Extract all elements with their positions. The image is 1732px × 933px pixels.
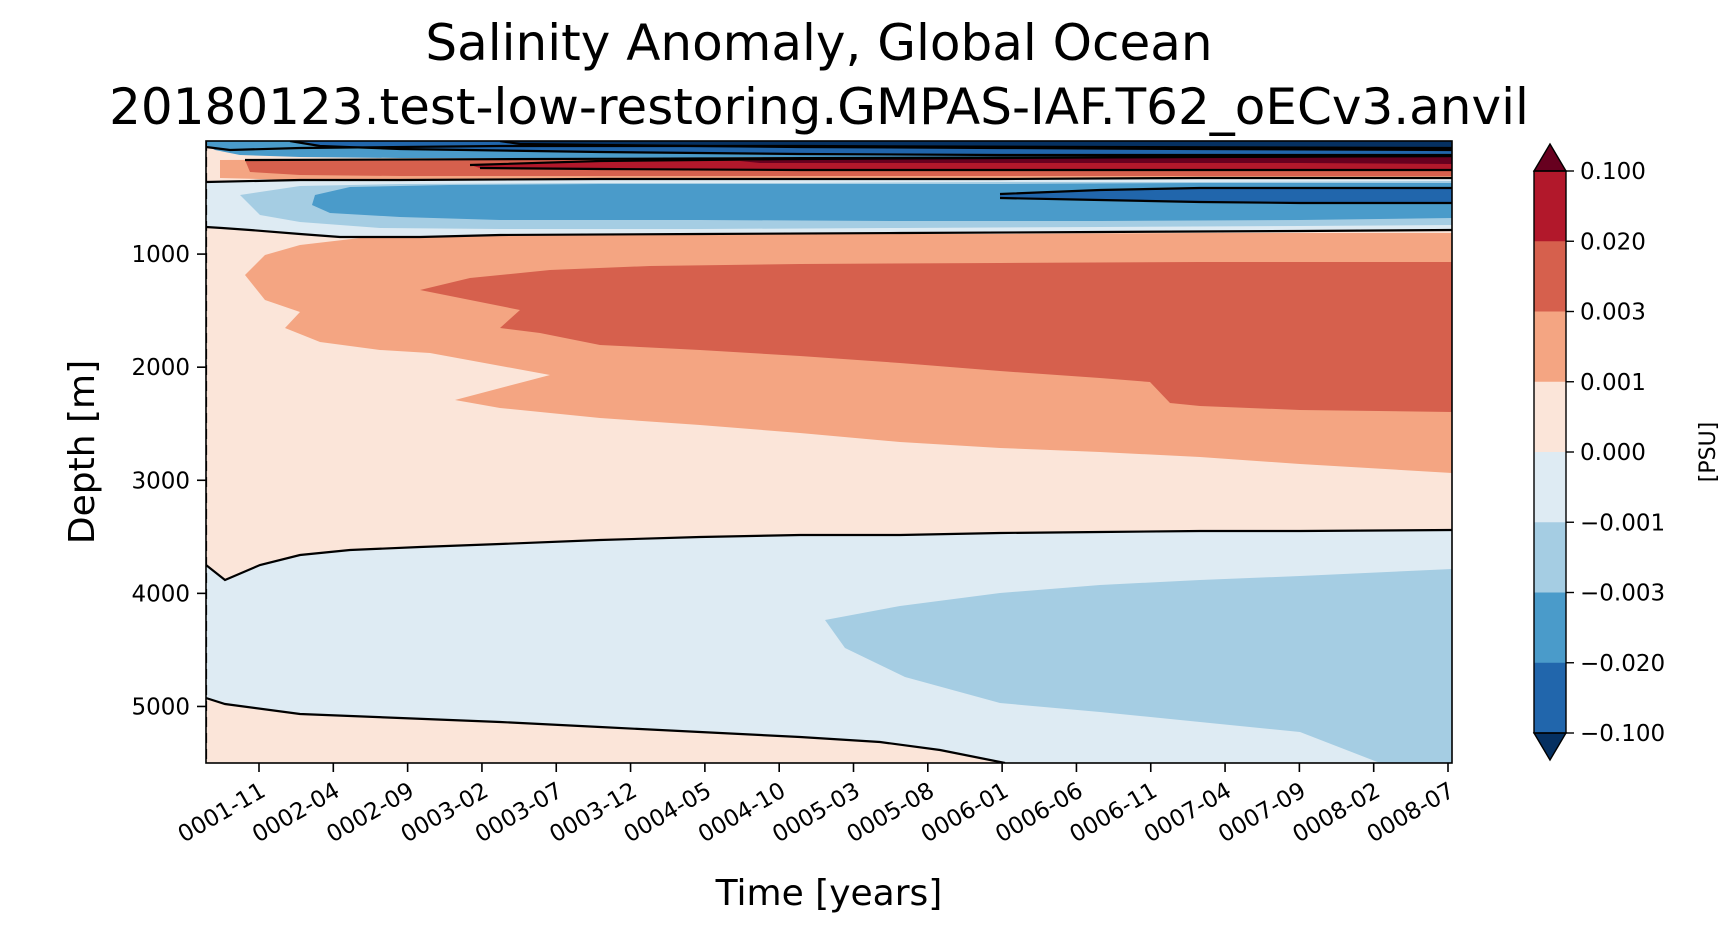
region-mid-plus-0.003 [420,262,1452,412]
colorbar-band [1534,381,1566,453]
colorbar-tick-label: 0.020 [1580,229,1646,255]
plot-frame [205,140,1453,764]
x-axis: 0001-110002-040002-090003-020003-070003-… [174,763,1459,848]
colorbar-tick-label: −0.001 [1580,510,1665,536]
colorbar-tick-label: −0.020 [1580,651,1665,677]
colorbar-tick-label: 0.003 [1580,300,1646,326]
colorbar-tick-label: −0.003 [1580,581,1665,607]
colorbar-band [1534,171,1566,242]
x-axis-label: Time [years] [715,873,943,914]
chart-subtitle: 20180123.test-low-restoring.GMPAS-IAF.T6… [109,78,1529,136]
colorbar-band [1534,452,1566,523]
y-tick-label: 2000 [131,355,190,381]
y-tick-label: 5000 [131,694,190,720]
colorbar-label: [PSU] [1696,422,1721,483]
colorbar: 0.100 0.020 0.003 0.001 0.000 −0.001 −0.003 −0.… [1532,142,1665,762]
colorbar-band [1534,241,1566,312]
colorbar-band [1534,592,1566,664]
y-tick-label: 3000 [131,468,190,494]
colorbar-band [1534,311,1566,383]
colorbar-tick-label: −0.100 [1580,721,1665,747]
contour-lines [206,141,1452,763]
colorbar-band [1534,522,1566,593]
y-tick-label: 4000 [131,581,190,607]
colorbar-band [1534,662,1566,734]
chart-title: Salinity Anomaly, Global Ocean [425,14,1212,72]
colorbar-tick-label: 0.001 [1580,370,1646,396]
colorbar-tick-label: 0.000 [1580,440,1646,466]
colorbar-tick-label: 0.100 [1580,159,1646,185]
plot-area [206,141,1452,763]
colorbar-extend-low [1532,732,1568,762]
region-deep-minus-0.003 [825,569,1452,763]
colorbar-extend-high [1532,142,1568,172]
y-axis: 1000 2000 3000 4000 5000 [131,242,206,720]
y-tick-label: 1000 [131,242,190,268]
y-axis-label: Depth [m] [62,360,103,544]
